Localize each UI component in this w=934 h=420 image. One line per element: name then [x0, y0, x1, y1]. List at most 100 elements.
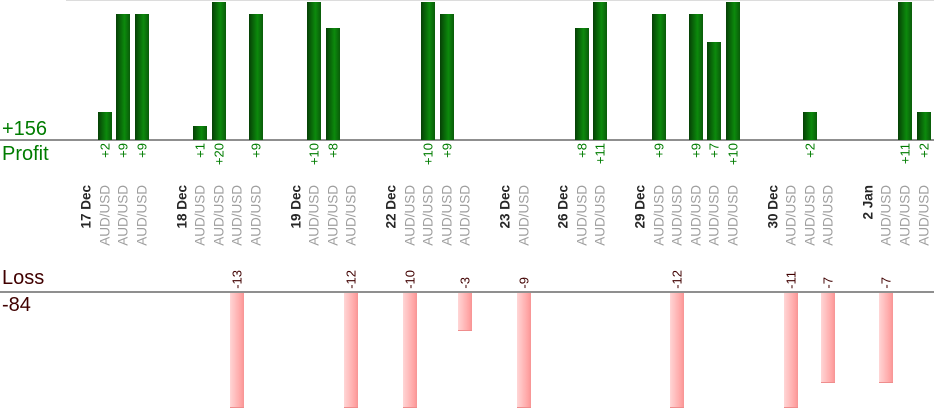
trade-column: -12 AUD/USD: [342, 0, 361, 420]
profit-bar: [725, 1, 740, 140]
trade-column: -7 AUD/USD: [819, 0, 838, 420]
trade-column: -10 AUD/USD: [400, 0, 419, 420]
instrument-label: AUD/USD: [401, 185, 417, 246]
trade-column: +9 AUD/USD: [133, 0, 152, 420]
trade-column: +1 AUD/USD: [191, 0, 210, 420]
instrument-label: AUD/USD: [592, 185, 608, 246]
profit-bar: [916, 112, 931, 140]
profit-value-label: +10: [420, 143, 436, 166]
profit-bar: [307, 1, 322, 140]
date-label: 26 Dec: [555, 185, 571, 229]
loss-bar: [670, 293, 685, 408]
date-label: 19 Dec: [287, 185, 303, 229]
instrument-label: AUD/USD: [515, 185, 531, 246]
instrument-label: AUD/USD: [878, 185, 894, 246]
profit-value-label: +9: [688, 143, 704, 158]
instrument-label: AUD/USD: [420, 185, 436, 246]
profit-value-label: +8: [574, 143, 590, 158]
loss-value-label: -7: [878, 277, 894, 289]
loss-total-label: -84: [2, 294, 31, 316]
date-label: 23 Dec: [497, 185, 513, 229]
instrument-label: AUD/USD: [97, 185, 113, 246]
profit-bar: [116, 14, 131, 140]
profit-value-label: +9: [439, 143, 455, 158]
trade-column: +2 AUD/USD: [800, 0, 819, 420]
instrument-label: AUD/USD: [669, 185, 685, 246]
trade-column: +9 AUD/USD: [438, 0, 457, 420]
plot-top-border: [66, 0, 934, 1]
date-label: 17 Dec: [78, 185, 94, 229]
profit-value-label: +20: [211, 143, 227, 166]
trade-column: +10 AUD/USD: [305, 0, 324, 420]
profit-bar: [211, 1, 226, 140]
date-column: 19 Dec: [286, 0, 305, 420]
instrument-label: AUD/USD: [725, 185, 741, 246]
profit-bar: [802, 112, 817, 140]
instrument-label: AUD/USD: [801, 185, 817, 246]
profit-value-label: +9: [134, 143, 150, 158]
date-column: 17 Dec: [77, 0, 96, 420]
instrument-label: AUD/USD: [134, 185, 150, 246]
instrument-label: AUD/USD: [457, 185, 473, 246]
day-group: 29 Dec +9 AUD/USD -12 AUD/USD +9 AUD/USD +7 AUD/…: [631, 0, 743, 420]
loss-value-label: -12: [669, 270, 685, 289]
profit-value-label: +11: [592, 143, 608, 165]
date-column: 22 Dec: [382, 0, 401, 420]
profit-value-label: +9: [248, 143, 264, 158]
loss-axis-label: Loss: [2, 267, 45, 289]
profit-bar: [651, 14, 666, 140]
profit-bar: [325, 28, 340, 140]
instrument-label: AUD/USD: [574, 185, 590, 246]
profit-bar: [593, 1, 608, 140]
date-column: 18 Dec: [172, 0, 191, 420]
profit-value-label: +9: [651, 143, 667, 158]
loss-value-label: -3: [457, 277, 473, 289]
profit-value-label: +8: [325, 143, 341, 158]
loss-bar: [402, 293, 417, 408]
trade-column: +9 AUD/USD: [649, 0, 668, 420]
date-label: 22 Dec: [383, 185, 399, 229]
instrument-label: AUD/USD: [248, 185, 264, 246]
trade-column: -7 AUD/USD: [877, 0, 896, 420]
instrument-label: AUD/USD: [211, 185, 227, 246]
profit-bar: [421, 1, 436, 140]
profit-value-label: +10: [725, 143, 741, 166]
loss-bar: [879, 293, 894, 383]
trade-column: +8 AUD/USD: [572, 0, 591, 420]
trade-column: -12 AUD/USD: [668, 0, 687, 420]
profit-bar: [439, 14, 454, 140]
instrument-label: AUD/USD: [306, 185, 322, 246]
profit-bar: [135, 14, 150, 140]
profit-baseline: [0, 139, 934, 141]
trade-column: +9 AUD/USD: [114, 0, 133, 420]
loss-bar: [458, 293, 473, 332]
date-column: 26 Dec: [554, 0, 573, 420]
instrument-label: AUD/USD: [820, 185, 836, 246]
loss-baseline: [0, 291, 934, 293]
trade-column: +20 AUD/USD: [210, 0, 229, 420]
bar-columns: 17 Dec +2 AUD/USD +9 AUD/USD +9 AUD/USD 18 Dec +…: [77, 0, 933, 420]
day-group: 19 Dec +10 AUD/USD +8 AUD/USD -12 AUD/USD: [286, 0, 360, 420]
trade-column: +10 AUD/USD: [419, 0, 438, 420]
profit-bar: [97, 112, 112, 140]
trade-column: +10 AUD/USD: [724, 0, 743, 420]
date-column: 30 Dec: [763, 0, 782, 420]
instrument-label: AUD/USD: [343, 185, 359, 246]
profit-value-label: +2: [916, 143, 932, 158]
profit-value-label: +10: [306, 143, 322, 166]
instrument-label: AUD/USD: [115, 185, 131, 246]
profit-bar: [707, 42, 722, 140]
instrument-label: AUD/USD: [687, 185, 703, 246]
instrument-label: AUD/USD: [192, 185, 208, 246]
profit-bar: [193, 126, 208, 140]
instrument-label: AUD/USD: [439, 185, 455, 246]
profit-total-label: +156: [2, 118, 48, 140]
date-label: 30 Dec: [764, 185, 780, 229]
day-group: 30 Dec -11 AUD/USD +2 AUD/USD -7 AUD/USD: [763, 0, 837, 420]
instrument-label: AUD/USD: [650, 185, 666, 246]
profit-value-label: +11: [897, 143, 913, 165]
trade-column: +9 AUD/USD: [247, 0, 266, 420]
profit-bar: [898, 1, 913, 140]
loss-bar: [516, 293, 531, 408]
